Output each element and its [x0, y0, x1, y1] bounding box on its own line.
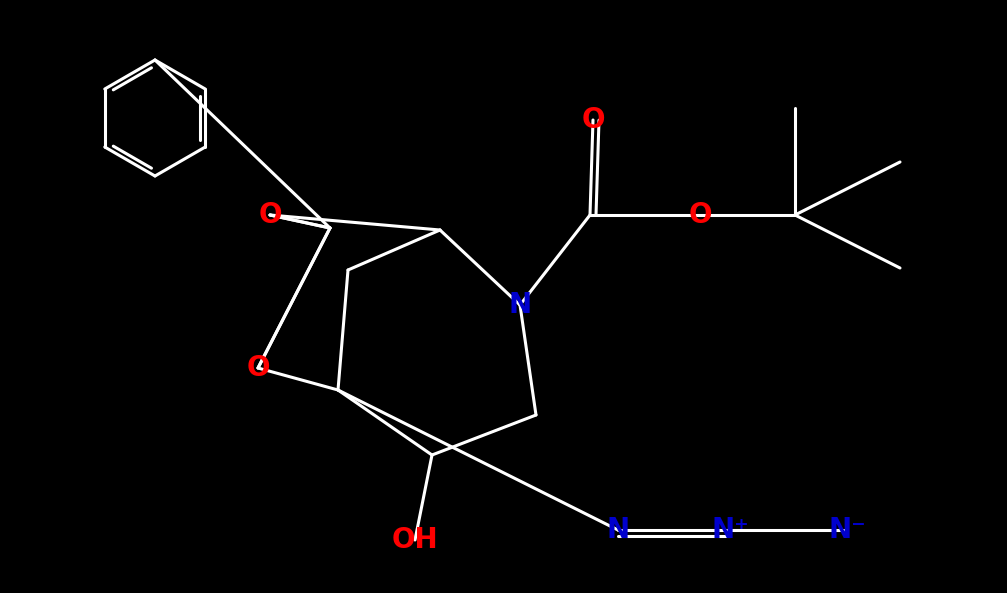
Text: O: O: [581, 106, 605, 134]
Text: O: O: [258, 201, 282, 229]
Text: OH: OH: [392, 526, 438, 554]
Text: N⁻: N⁻: [828, 516, 866, 544]
Text: N: N: [606, 516, 629, 544]
Text: O: O: [247, 354, 270, 382]
Text: N: N: [509, 291, 532, 319]
Text: O: O: [688, 201, 712, 229]
Text: N⁺: N⁺: [711, 516, 749, 544]
